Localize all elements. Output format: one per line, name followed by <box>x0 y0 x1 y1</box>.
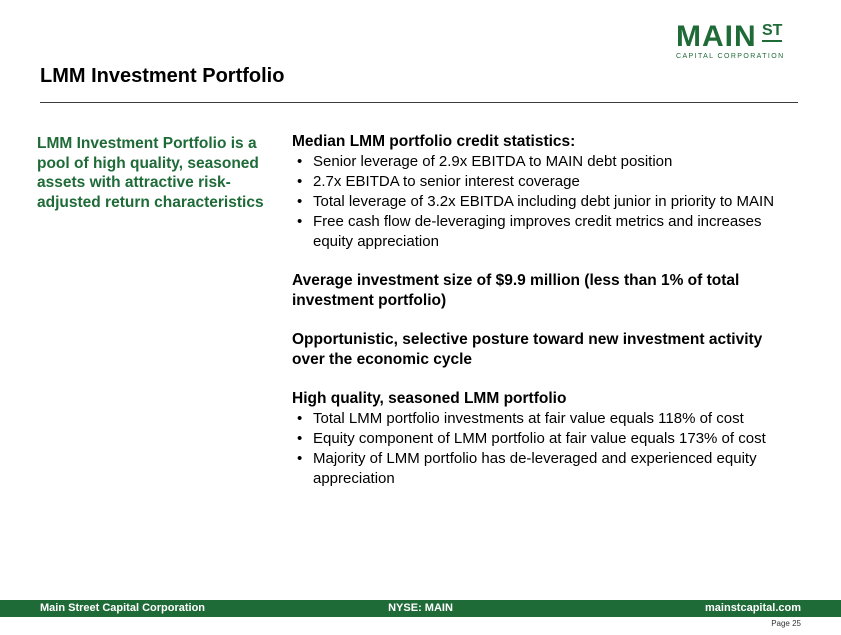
footer-ticker: NYSE: MAIN <box>388 602 453 614</box>
section-heading: Opportunistic, selective posture toward … <box>292 331 763 368</box>
section-spacer <box>292 252 792 271</box>
bullet-item: Free cash flow de-leveraging improves cr… <box>292 212 792 252</box>
section-posture: Opportunistic, selective posture toward … <box>292 330 792 370</box>
bullet-list: Total LMM portfolio investments at fair … <box>292 409 792 489</box>
footer-website-link[interactable]: mainstcapital.com <box>705 602 801 614</box>
section-spacer <box>292 311 792 330</box>
sidebar-summary: LMM Investment Portfolio is a pool of hi… <box>37 135 264 211</box>
logo-main-text: MAIN <box>676 20 757 53</box>
title-divider <box>40 102 798 103</box>
section-credit-stats: Median LMM portfolio credit statistics: … <box>292 132 792 252</box>
page-number: Page 25 <box>771 619 801 628</box>
section-heading: High quality, seasoned LMM portfolio <box>292 390 567 407</box>
section-spacer <box>292 370 792 389</box>
bullet-item: Equity component of LMM portfolio at fai… <box>292 429 792 449</box>
bullet-list: Senior leverage of 2.9x EBITDA to MAIN d… <box>292 152 792 252</box>
section-investment-size: Average investment size of $9.9 million … <box>292 271 792 311</box>
bullet-item: Total LMM portfolio investments at fair … <box>292 409 792 429</box>
bullet-item: Senior leverage of 2.9x EBITDA to MAIN d… <box>292 152 792 172</box>
logo-subtitle: CAPITAL CORPORATION <box>676 53 785 60</box>
page-title: LMM Investment Portfolio <box>40 65 285 87</box>
section-portfolio-quality: High quality, seasoned LMM portfolio Tot… <box>292 389 792 489</box>
bullet-item: Majority of LMM portfolio has de-leverag… <box>292 449 792 489</box>
footer-bar: NYSE: MAIN Main Street Capital Corporati… <box>0 600 841 617</box>
company-logo: MAIN ST CAPITAL CORPORATION <box>676 22 788 62</box>
main-content: Median LMM portfolio credit statistics: … <box>292 132 792 489</box>
section-heading: Median LMM portfolio credit statistics: <box>292 133 576 150</box>
bullet-item: 2.7x EBITDA to senior interest coverage <box>292 172 792 192</box>
bullet-item: Total leverage of 3.2x EBITDA including … <box>292 192 792 212</box>
logo-superscript: ST <box>762 23 783 42</box>
section-heading: Average investment size of $9.9 million … <box>292 272 740 309</box>
footer-company-name: Main Street Capital Corporation <box>40 602 206 614</box>
